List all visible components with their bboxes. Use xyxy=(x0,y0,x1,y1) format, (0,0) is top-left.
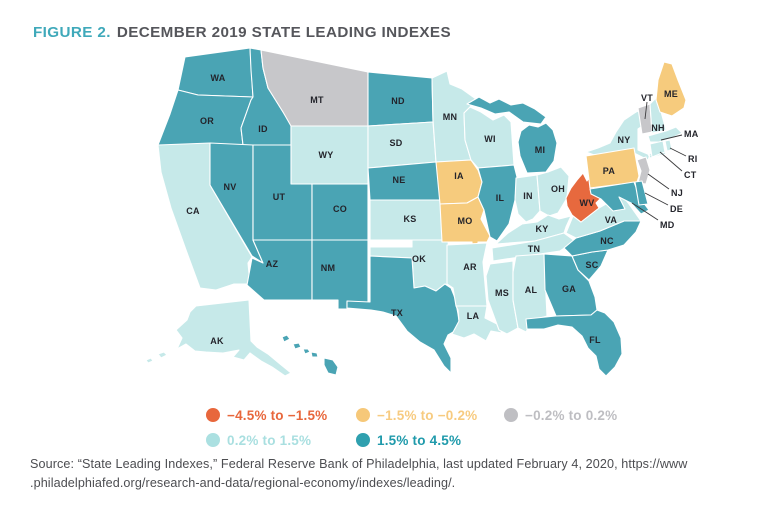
state-label-nc: NC xyxy=(600,236,614,246)
state-label-wa: WA xyxy=(210,73,225,83)
state-label-or: OR xyxy=(200,116,214,126)
legend-dot-neutral xyxy=(504,408,518,422)
state-label-sd: SD xyxy=(389,138,402,148)
leader-line-de xyxy=(644,192,669,206)
state-label-nh: NH xyxy=(651,123,665,133)
state-label-ny: NY xyxy=(617,135,630,145)
state-label-wi: WI xyxy=(484,134,496,144)
state-label-il: IL xyxy=(496,193,505,203)
state-fl xyxy=(525,309,623,377)
state-label-mi: MI xyxy=(535,145,546,155)
figure-number: FIGURE 2. xyxy=(33,24,111,41)
state-ia xyxy=(435,159,483,205)
state-label-wv: WV xyxy=(579,198,594,208)
state-label-ar: AR xyxy=(463,262,477,272)
legend-dot-pos1 xyxy=(206,433,220,447)
state-label-tx: TX xyxy=(391,308,403,318)
state-label-ok: OK xyxy=(412,254,426,264)
legend-label-pos1: 0.2% to 1.5% xyxy=(227,432,312,448)
state-label-md: MD xyxy=(660,220,675,230)
leader-line-vt xyxy=(644,101,648,120)
legend-label-neutral: −0.2% to 0.2% xyxy=(525,407,618,423)
figure-title-text: DECEMBER 2019 STATE LEADING INDEXES xyxy=(116,24,451,41)
state-mi xyxy=(466,96,558,174)
state-label-sc: SC xyxy=(585,260,598,270)
state-label-in: IN xyxy=(523,191,533,201)
state-label-me: ME xyxy=(664,89,678,99)
state-label-al: AL xyxy=(525,285,538,295)
state-label-ga: GA xyxy=(562,284,576,294)
state-label-ct: CT xyxy=(684,170,697,180)
state-label-la: LA xyxy=(467,311,480,321)
state-label-mt: MT xyxy=(310,95,324,105)
state-label-tn: TN xyxy=(528,244,541,254)
state-label-co: CO xyxy=(333,204,347,214)
state-label-ma: MA xyxy=(684,129,699,139)
state-label-az: AZ xyxy=(266,259,279,269)
legend-label-pos2: 1.5% to 4.5% xyxy=(377,432,462,448)
state-label-ne: NE xyxy=(392,175,405,185)
legend-label-neg1: −1.5% to −0.2% xyxy=(377,407,478,423)
state-label-de: DE xyxy=(670,204,683,214)
state-label-oh: OH xyxy=(551,184,565,194)
state-label-va: VA xyxy=(605,215,618,225)
state-label-wy: WY xyxy=(318,150,333,160)
state-az xyxy=(246,239,313,301)
state-label-pa: PA xyxy=(603,166,616,176)
state-label-ca: CA xyxy=(186,206,200,216)
legend-label-neg2: −4.5% to −1.5% xyxy=(227,407,328,423)
legend-item-neg1: −1.5% to −0.2% xyxy=(356,407,477,423)
source-note: Source: “State Leading Indexes,” Federal… xyxy=(30,455,750,492)
state-nm xyxy=(311,239,369,310)
state-nj xyxy=(636,156,651,185)
leader-line-ma xyxy=(660,134,683,141)
state-la xyxy=(451,305,503,342)
state-de xyxy=(634,180,649,206)
state-label-nm: NM xyxy=(321,263,336,273)
state-label-ks: KS xyxy=(403,214,416,224)
state-label-ky: KY xyxy=(535,224,548,234)
state-label-nj: NJ xyxy=(671,188,683,198)
state-il xyxy=(477,164,518,242)
state-ri xyxy=(664,139,673,152)
state-label-nd: ND xyxy=(391,96,405,106)
state-label-mn: MN xyxy=(443,112,458,122)
leader-line-ct xyxy=(659,151,683,172)
state-label-ms: MS xyxy=(495,288,509,298)
state-ak xyxy=(145,299,292,377)
state-nh xyxy=(649,96,667,134)
legend-dot-neg2 xyxy=(206,408,220,422)
legend-dot-neg1 xyxy=(356,408,370,422)
state-hi xyxy=(281,334,339,376)
figure-title: FIGURE 2. DECEMBER 2019 STATE LEADING IND… xyxy=(33,24,451,41)
legend-dot-pos2 xyxy=(356,433,370,447)
state-label-fl: FL xyxy=(589,335,601,345)
state-label-ia: IA xyxy=(454,171,464,181)
state-label-id: ID xyxy=(258,124,268,134)
leader-line-ri xyxy=(669,147,687,157)
source-line-1: Source: “State Leading Indexes,” Federal… xyxy=(30,457,688,471)
legend-item-pos2: 1.5% to 4.5% xyxy=(356,432,461,448)
state-label-ut: UT xyxy=(273,192,286,202)
source-line-2: .philadelphiafed.org/research-and-data/r… xyxy=(30,475,456,490)
state-ne xyxy=(367,161,447,201)
state-label-mo: MO xyxy=(457,216,472,226)
state-ma xyxy=(647,126,683,143)
state-wi xyxy=(463,106,515,169)
leader-line-md xyxy=(631,202,659,221)
legend-item-pos1: 0.2% to 1.5% xyxy=(206,432,311,448)
state-pa xyxy=(585,147,640,189)
state-tx xyxy=(346,255,461,374)
state-label-nv: NV xyxy=(223,182,236,192)
state-label-ak: AK xyxy=(210,336,224,346)
state-label-ri: RI xyxy=(688,154,698,164)
legend-item-neutral: −0.2% to 0.2% xyxy=(504,407,617,423)
state-label-vt: VT xyxy=(641,93,653,103)
leader-line-nj xyxy=(647,173,670,190)
legend-item-neg2: −4.5% to −1.5% xyxy=(206,407,327,423)
state-me xyxy=(655,61,687,117)
